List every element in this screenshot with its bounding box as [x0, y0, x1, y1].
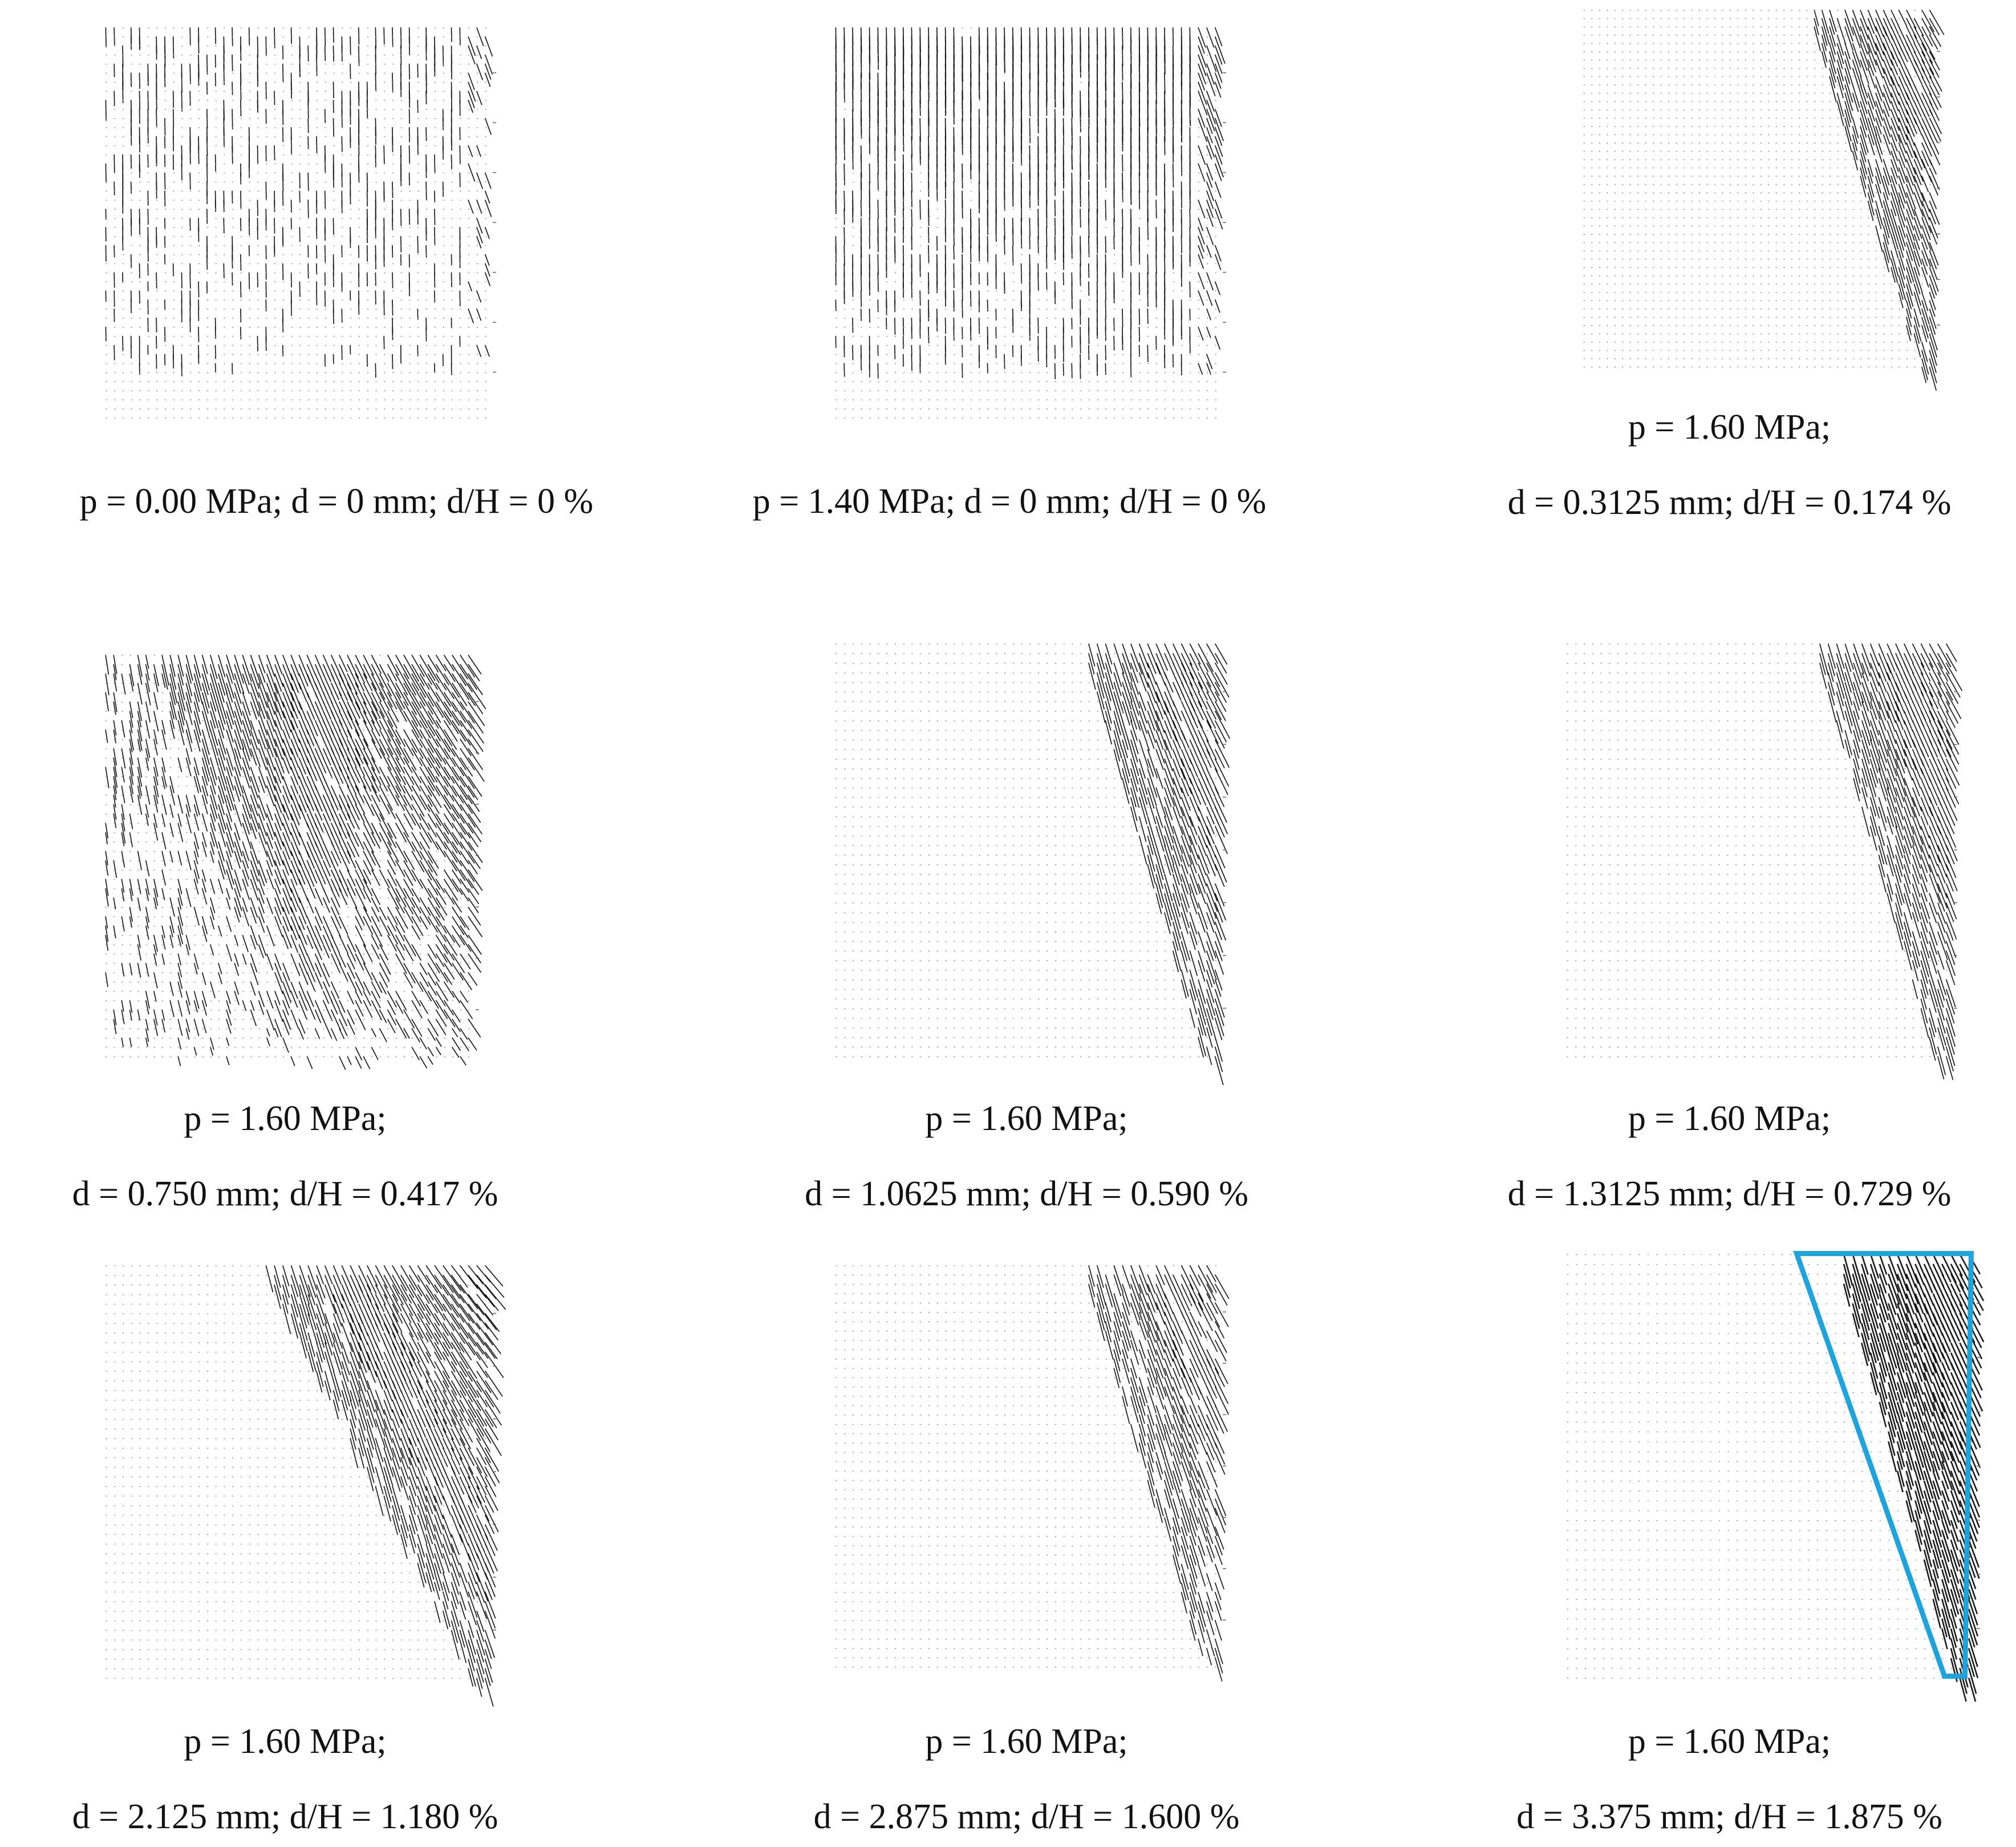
panel-a: p = 0.00 MPa; d = 0 mm; d/H = 0 %: [0, 0, 673, 548]
vector-field-plot: [831, 23, 1226, 422]
caption-line-2: d = 1.3125 mm; d/H = 0.729 %: [1507, 1174, 1952, 1213]
caption-line-1: p = 0.00 MPa; d = 0 mm; d/H = 0 %: [79, 482, 594, 521]
vector-field-plot: [831, 1261, 1230, 1682]
caption-line-1: p = 1.60 MPa;: [184, 1722, 387, 1761]
vector-field-plot: [831, 639, 1231, 1085]
caption-line-1: p = 1.60 MPa;: [1628, 1099, 1831, 1138]
vector-field-plot: [1563, 639, 1963, 1080]
caption-line-1: p = 1.40 MPa; d = 0 mm; d/H = 0 %: [752, 482, 1267, 521]
caption-line-1: p = 1.60 MPa;: [1628, 1722, 1831, 1761]
caption-line-2: d = 3.375 mm; d/H = 1.875 %: [1516, 1797, 1942, 1836]
caption-line-1: p = 1.60 MPa;: [184, 1099, 387, 1138]
caption-line-1: p = 1.60 MPa;: [925, 1722, 1128, 1761]
vector-field-plot: [1580, 6, 1945, 391]
caption-line-2: d = 0.750 mm; d/H = 0.417 %: [72, 1174, 498, 1213]
caption-line-2: d = 1.0625 mm; d/H = 0.590 %: [805, 1174, 1248, 1213]
panel-e: p = 1.60 MPa; d = 1.0625 mm; d/H = 0.590…: [730, 627, 1323, 1244]
vector-field-plot: [102, 23, 496, 422]
panel-g: p = 1.60 MPa; d = 2.125 mm; d/H = 1.180 …: [0, 1249, 570, 1847]
caption-line-1: p = 1.60 MPa;: [1628, 408, 1831, 447]
caption-line-2: d = 2.875 mm; d/H = 1.600 %: [813, 1797, 1240, 1836]
caption-line-1: p = 1.60 MPa;: [925, 1099, 1128, 1138]
vector-field-plot: [1563, 1249, 1985, 1702]
panel-f: p = 1.60 MPa; d = 1.3125 mm; d/H = 0.729…: [1443, 627, 2016, 1244]
caption-line-2: d = 0.3125 mm; d/H = 0.174 %: [1507, 483, 1952, 522]
vector-field-plot: [102, 1261, 506, 1707]
panel-b: p = 1.40 MPa; d = 0 mm; d/H = 0 %: [673, 0, 1346, 548]
vector-field-plot: [102, 650, 486, 1070]
panel-d: p = 1.60 MPa; d = 0.750 mm; d/H = 0.417 …: [0, 627, 570, 1244]
panel-c: p = 1.60 MPa; d = 0.3125 mm; d/H = 0.174…: [1443, 0, 2016, 548]
panel-i: p = 1.60 MPa; d = 3.375 mm; d/H = 1.875 …: [1443, 1249, 2016, 1847]
caption-line-2: d = 2.125 mm; d/H = 1.180 %: [72, 1797, 498, 1836]
panel-h: p = 1.60 MPa; d = 2.875 mm; d/H = 1.600 …: [730, 1249, 1323, 1847]
highlight-wedge-outline: [1793, 1251, 1974, 1679]
